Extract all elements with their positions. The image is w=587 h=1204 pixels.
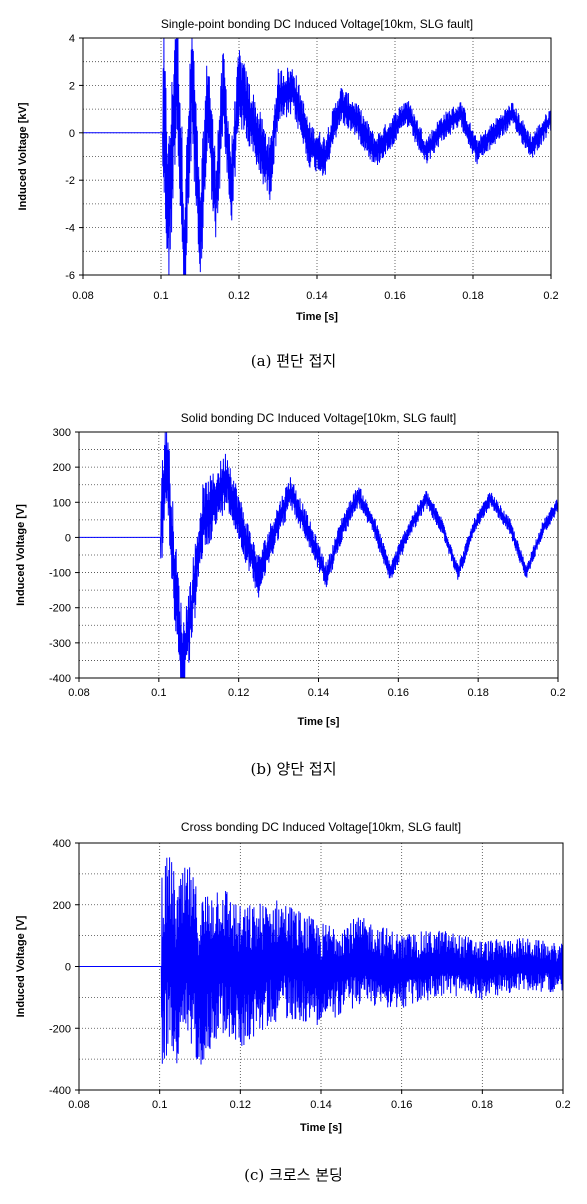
chart-panel-c: Cross bonding DC Induced Voltage[10km, S… bbox=[0, 810, 587, 1204]
y-axis-label: Induced Voltage [V] bbox=[15, 915, 27, 1017]
x-tick-label: 0.18 bbox=[472, 1099, 493, 1111]
signal-series-line bbox=[79, 431, 559, 679]
plot-frame bbox=[82, 37, 552, 276]
x-tick-label: 0.12 bbox=[228, 290, 249, 302]
y-tick-label: 4 bbox=[69, 33, 75, 45]
chart-title: Solid bonding DC Induced Voltage[10km, S… bbox=[181, 411, 457, 425]
caption-c: (c) 크로스 본딩 bbox=[244, 1166, 343, 1184]
x-tick-label: 0.08 bbox=[68, 1099, 89, 1111]
x-axis-label: Time [s] bbox=[298, 716, 340, 728]
y-tick-label: -200 bbox=[49, 603, 71, 615]
y-tick-label: 2 bbox=[69, 80, 75, 92]
y-axis-label: Induced Voltage [V] bbox=[15, 504, 27, 606]
chart-single-point-bonding: Single-point bonding DC Induced Voltage[… bbox=[17, 17, 559, 323]
y-tick-label: -100 bbox=[49, 568, 71, 580]
caption-b: (b) 양단 접지 bbox=[250, 760, 337, 778]
y-tick-label: 300 bbox=[53, 427, 71, 439]
x-tick-label: 0.14 bbox=[306, 290, 327, 302]
y-axis-label: Induced Voltage [kV] bbox=[17, 102, 29, 210]
y-tick-label: -300 bbox=[49, 638, 71, 650]
x-tick-label: 0.12 bbox=[230, 1099, 251, 1111]
x-tick-label: 0.14 bbox=[310, 1099, 331, 1111]
x-tick-label: 0.14 bbox=[308, 687, 329, 699]
plot-frame bbox=[78, 431, 559, 679]
y-tick-label: 100 bbox=[53, 497, 71, 509]
y-tick-label: -400 bbox=[49, 1085, 71, 1097]
x-tick-label: 0.18 bbox=[467, 687, 488, 699]
chart-panel-b: Solid bonding DC Induced Voltage[10km, S… bbox=[0, 400, 587, 795]
y-tick-label: 0 bbox=[69, 128, 75, 140]
x-tick-label: 0.1 bbox=[153, 290, 168, 302]
x-tick-label: 0.16 bbox=[391, 1099, 412, 1111]
y-tick-label: -400 bbox=[49, 673, 71, 685]
x-tick-label: 0.08 bbox=[72, 290, 93, 302]
x-axis-label: Time [s] bbox=[296, 311, 338, 323]
chart-title: Single-point bonding DC Induced Voltage[… bbox=[161, 17, 473, 31]
chart-solid-bonding: Solid bonding DC Induced Voltage[10km, S… bbox=[15, 411, 566, 728]
signal-series-line bbox=[79, 857, 564, 1065]
signal-series-line bbox=[83, 37, 552, 276]
x-axis-label: Time [s] bbox=[300, 1122, 342, 1134]
x-tick-label: 0.2 bbox=[550, 687, 565, 699]
chart-cross-bonding: Cross bonding DC Induced Voltage[10km, S… bbox=[15, 820, 571, 1134]
plot-frame bbox=[78, 842, 564, 1091]
x-tick-label: 0.08 bbox=[68, 687, 89, 699]
x-tick-label: 0.18 bbox=[462, 290, 483, 302]
x-tick-label: 0.2 bbox=[543, 290, 558, 302]
y-tick-label: -6 bbox=[65, 270, 75, 282]
chart-panel-a: Single-point bonding DC Induced Voltage[… bbox=[0, 0, 587, 395]
x-tick-label: 0.16 bbox=[388, 687, 409, 699]
y-tick-label: 0 bbox=[65, 962, 71, 974]
chart-title: Cross bonding DC Induced Voltage[10km, S… bbox=[181, 820, 461, 834]
y-tick-label: 200 bbox=[53, 900, 71, 912]
y-tick-label: -4 bbox=[65, 223, 75, 235]
x-tick-label: 0.16 bbox=[384, 290, 405, 302]
x-tick-label: 0.12 bbox=[228, 687, 249, 699]
y-tick-label: -200 bbox=[49, 1023, 71, 1035]
x-tick-label: 0.2 bbox=[555, 1099, 570, 1111]
x-tick-label: 0.1 bbox=[152, 1099, 167, 1111]
y-tick-label: 0 bbox=[65, 532, 71, 544]
y-tick-label: -2 bbox=[65, 175, 75, 187]
y-tick-label: 400 bbox=[53, 838, 71, 850]
y-tick-label: 200 bbox=[53, 462, 71, 474]
x-tick-label: 0.1 bbox=[151, 687, 166, 699]
caption-a: (a) 편단 접지 bbox=[250, 352, 337, 370]
